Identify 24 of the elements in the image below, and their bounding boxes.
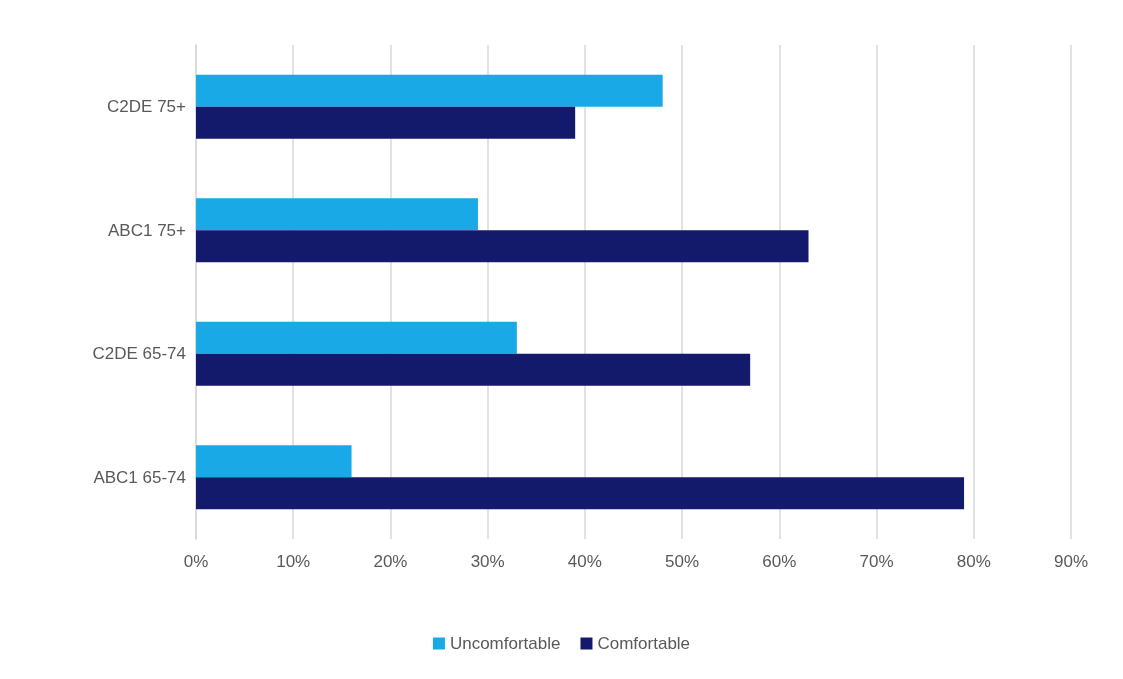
bar xyxy=(196,230,809,263)
x-tick-label: 60% xyxy=(762,552,797,571)
bar xyxy=(196,477,965,510)
x-tick-label: 0% xyxy=(183,552,209,571)
y-tick-label: ABC1 65-74 xyxy=(93,467,186,487)
y-tick-label: C2DE 65-74 xyxy=(92,344,186,364)
x-tick-label: 30% xyxy=(470,552,505,571)
x-tick-label: 70% xyxy=(859,552,894,571)
x-tick-label: 40% xyxy=(567,552,602,571)
y-tick-label: C2DE 75+ xyxy=(107,97,187,117)
x-tick-label: 10% xyxy=(276,552,311,571)
x-tick-label: 20% xyxy=(373,552,408,571)
x-tick-label: 50% xyxy=(665,552,700,571)
x-tick-label: 80% xyxy=(956,552,991,571)
bar xyxy=(196,74,663,107)
bar xyxy=(196,321,517,354)
bar xyxy=(196,353,751,386)
y-tick-label: ABC1 75+ xyxy=(108,220,187,240)
legend-label: Comfortable xyxy=(597,634,691,653)
legend-label: Uncomfortable xyxy=(449,634,561,653)
x-tick-label: 90% xyxy=(1053,552,1089,571)
bar xyxy=(196,106,576,139)
bar xyxy=(196,198,478,231)
bar xyxy=(196,445,352,478)
